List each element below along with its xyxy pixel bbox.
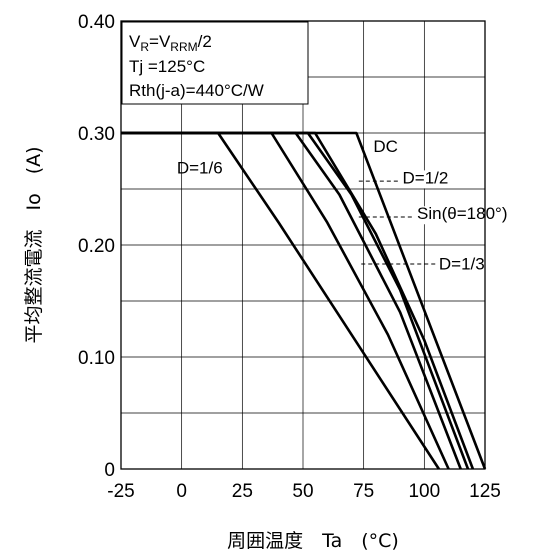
curve-labels: DCD=1/2 Sin(θ=180°) D=1/3 D=1/6 xyxy=(177,137,508,274)
plot-frame xyxy=(120,20,486,470)
curves xyxy=(121,131,487,470)
x-tick-labels: -25 0 25 50 75 100 125 xyxy=(107,481,501,502)
x-tick-label: 50 xyxy=(292,481,313,502)
curve-label: D=1/3 xyxy=(439,255,485,274)
y-tick-label: 0.10 xyxy=(78,348,115,369)
annotation-leaders xyxy=(358,170,524,275)
curve-d-1-3 xyxy=(121,131,462,470)
x-tick-label: 100 xyxy=(408,481,440,502)
x-tick-label: 75 xyxy=(353,481,374,502)
annotation-backdrop xyxy=(416,206,524,225)
y-axis-label: 平均整流電流 Io (A) xyxy=(23,146,45,343)
annotation-backdrop xyxy=(437,256,489,275)
condition-vr: VR=VRRM/2 xyxy=(129,32,212,54)
x-tick-label: 25 xyxy=(232,481,253,502)
condition-rth: Rth(j-a)=440°C/W xyxy=(129,81,264,100)
condition-tj: Tj =125°C xyxy=(129,57,205,76)
curve-label: D=1/6 xyxy=(177,158,223,177)
y-tick-label: 0.20 xyxy=(78,236,115,257)
y-tick-label: 0 xyxy=(104,460,115,481)
condition-box xyxy=(121,21,309,105)
x-tick-label: 125 xyxy=(469,481,501,502)
y-tick-label: 0.30 xyxy=(78,124,115,145)
x-tick-label: 0 xyxy=(176,481,187,502)
x-tick-label: -25 xyxy=(107,481,134,502)
y-tick-labels: 0 0.10 0.20 0.30 0.40 xyxy=(78,12,115,481)
curve-unlabeled xyxy=(270,132,450,470)
curve-d-1-6 xyxy=(121,131,440,470)
x-axis-label: 周囲温度 Ta (°C) xyxy=(227,530,399,552)
curve-label: D=1/2 xyxy=(402,168,448,187)
annotation-backdrop xyxy=(401,170,453,189)
curve-label: DC xyxy=(373,137,398,156)
y-tick-label: 0.40 xyxy=(78,12,115,33)
curve-label: Sin(θ=180°) xyxy=(417,204,507,223)
